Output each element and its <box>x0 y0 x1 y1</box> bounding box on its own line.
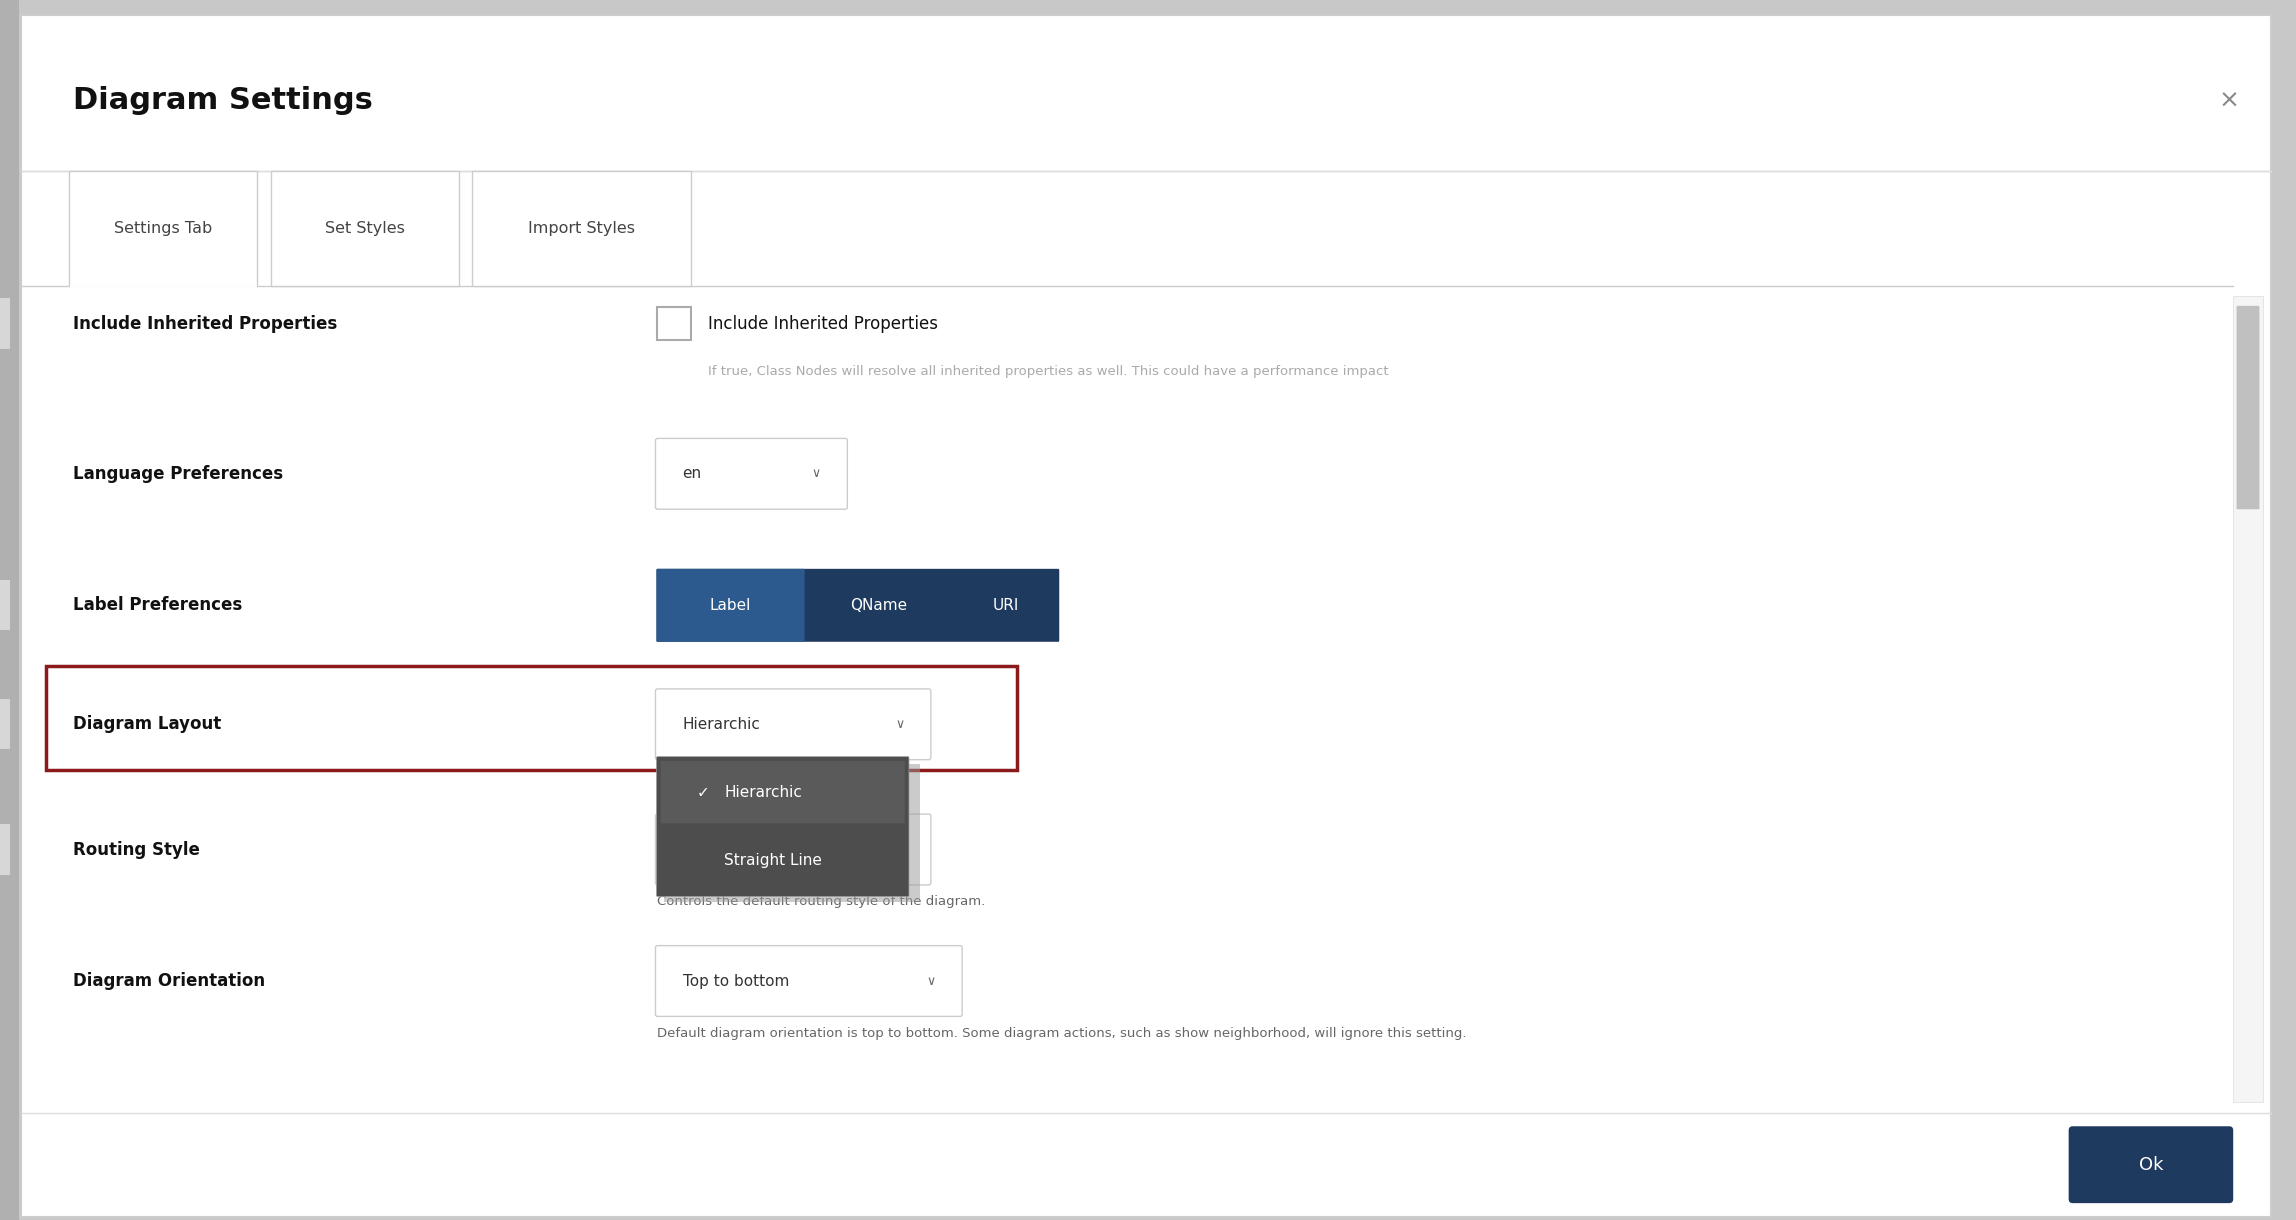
Text: Diagram Layout: Diagram Layout <box>73 715 220 733</box>
FancyBboxPatch shape <box>471 171 691 285</box>
FancyBboxPatch shape <box>0 581 11 631</box>
FancyBboxPatch shape <box>657 306 691 340</box>
FancyBboxPatch shape <box>69 171 257 285</box>
FancyBboxPatch shape <box>0 825 11 875</box>
Text: Straight Line: Straight Line <box>723 854 822 869</box>
FancyBboxPatch shape <box>2236 306 2259 509</box>
Text: ∨: ∨ <box>895 717 905 731</box>
Text: Top to bottom: Top to bottom <box>682 974 790 988</box>
Text: Hierarchic: Hierarchic <box>723 784 801 799</box>
Text: ∨: ∨ <box>925 975 934 987</box>
Text: en: en <box>682 466 703 482</box>
FancyBboxPatch shape <box>0 699 11 749</box>
Text: Diagram Settings: Diagram Settings <box>73 87 372 115</box>
Text: Label: Label <box>709 598 751 612</box>
Text: Controls the default routing style of the diagram.: Controls the default routing style of th… <box>657 895 985 909</box>
Text: QName: QName <box>850 598 907 612</box>
Text: Ok: Ok <box>2138 1155 2163 1174</box>
FancyBboxPatch shape <box>2234 296 2262 1102</box>
Text: If true, Class Nodes will resolve all inherited properties as well. This could h: If true, Class Nodes will resolve all in… <box>707 365 1389 378</box>
Text: Routing Style: Routing Style <box>73 841 200 859</box>
Text: Include Inherited Properties: Include Inherited Properties <box>707 315 937 333</box>
FancyBboxPatch shape <box>654 814 930 884</box>
FancyBboxPatch shape <box>657 569 1058 642</box>
Text: Import Styles: Import Styles <box>528 221 634 235</box>
Text: Language Preferences: Language Preferences <box>73 465 282 483</box>
Text: Label Preferences: Label Preferences <box>73 597 243 615</box>
Text: Settings Tab: Settings Tab <box>115 221 211 235</box>
FancyBboxPatch shape <box>2069 1126 2234 1203</box>
Text: URI: URI <box>992 598 1019 612</box>
Text: Default diagram orientation is top to bottom. Some diagram actions, such as show: Default diagram orientation is top to bo… <box>657 1027 1467 1039</box>
FancyBboxPatch shape <box>21 15 2271 1216</box>
FancyBboxPatch shape <box>654 689 930 760</box>
FancyBboxPatch shape <box>654 438 847 509</box>
FancyBboxPatch shape <box>657 569 804 642</box>
Text: ✓: ✓ <box>698 784 709 799</box>
FancyBboxPatch shape <box>661 761 905 824</box>
FancyBboxPatch shape <box>0 299 11 349</box>
FancyBboxPatch shape <box>657 756 909 897</box>
Text: ∨: ∨ <box>895 843 905 856</box>
Text: Hierarchic: Hierarchic <box>682 717 760 732</box>
FancyBboxPatch shape <box>271 171 459 285</box>
FancyBboxPatch shape <box>0 0 18 1220</box>
Text: Orthogonal: Orthogonal <box>682 842 769 856</box>
Text: Diagram Orientation: Diagram Orientation <box>73 972 264 989</box>
FancyBboxPatch shape <box>664 764 921 902</box>
Text: Set Styles: Set Styles <box>326 221 404 235</box>
Text: Include Inherited Properties: Include Inherited Properties <box>73 315 338 333</box>
Text: ∨: ∨ <box>810 467 820 481</box>
FancyBboxPatch shape <box>654 946 962 1016</box>
Text: ×: × <box>2218 89 2239 112</box>
